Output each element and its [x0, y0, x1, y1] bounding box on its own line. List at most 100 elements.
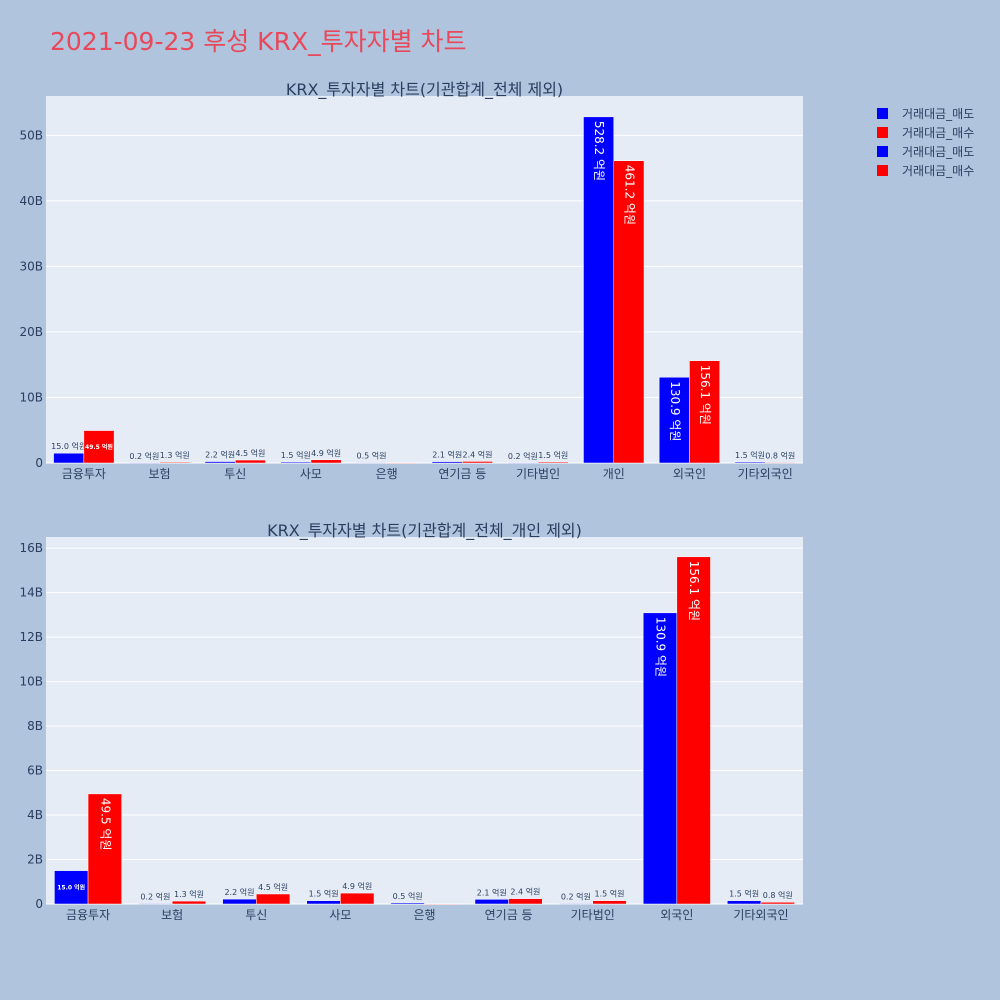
data-label: 0.2 억원 — [508, 451, 538, 461]
bar-sell[interactable] — [280, 461, 312, 464]
data-label: 2.4 억원 — [462, 449, 492, 459]
x-tick-label: 금융투자 — [62, 467, 106, 481]
legend-swatch — [877, 127, 888, 138]
bar-sell[interactable] — [306, 900, 341, 905]
data-label: 1.3 억원 — [160, 450, 190, 460]
bar-buy[interactable] — [537, 461, 569, 464]
bar-buy[interactable] — [340, 892, 375, 905]
bar-buy[interactable] — [83, 430, 115, 464]
bar-buy[interactable] — [462, 461, 493, 464]
bar-buy[interactable] — [508, 898, 543, 905]
data-label: 0.2 억원 — [140, 892, 170, 902]
y-tick-label: 14B — [19, 586, 43, 600]
bar-buy[interactable] — [613, 160, 645, 464]
y-tick-label: 30B — [19, 259, 43, 273]
data-label: 49.5 억원 — [85, 443, 113, 451]
x-tick-label: 은행 — [376, 466, 398, 481]
data-label: 2.2 억원 — [205, 450, 235, 460]
y-tick-label: 50B — [19, 128, 43, 142]
chart-title: KRX_투자자별 차트(기관합계_전체_개인 제외) — [267, 521, 582, 541]
legend-label[interactable]: 거래대금_매수 — [902, 164, 974, 178]
bar-buy[interactable] — [676, 556, 711, 905]
bar-sell[interactable] — [53, 452, 85, 464]
bar-buy[interactable] — [592, 900, 627, 905]
bar-sell[interactable] — [734, 461, 766, 464]
data-label: 0.5 억원 — [357, 451, 387, 461]
x-tick-label: 외국인 — [673, 467, 706, 481]
bar-buy[interactable] — [310, 459, 342, 464]
y-tick-label: 6B — [27, 764, 43, 778]
bar-sell[interactable] — [204, 461, 236, 464]
bar-sell[interactable] — [431, 461, 463, 464]
data-label: 1.5 억원 — [281, 450, 311, 460]
x-tick-label: 기타법인 — [571, 908, 615, 922]
bar-buy[interactable] — [159, 461, 191, 464]
bar-buy[interactable] — [235, 459, 266, 464]
data-label: 156.1 억원 — [687, 561, 701, 621]
data-label: 1.5 억원 — [538, 450, 568, 460]
bar-buy[interactable] — [386, 462, 418, 464]
bar-buy[interactable] — [87, 793, 122, 905]
x-tick-label: 연기금 등 — [485, 908, 533, 922]
bar-sell[interactable] — [558, 903, 593, 905]
x-tick-label: 보험 — [161, 908, 183, 922]
x-tick-label: 사모 — [300, 467, 322, 481]
data-label: 1.5 억원 — [309, 889, 339, 899]
data-label: 528.2 억원 — [592, 121, 606, 181]
bar-buy[interactable] — [171, 900, 207, 905]
bar-buy[interactable] — [424, 903, 459, 905]
data-label: 2.1 억원 — [432, 450, 462, 460]
data-label: 1.5 억원 — [595, 889, 625, 899]
bar-sell[interactable] — [356, 462, 387, 464]
x-tick-label: 사모 — [329, 908, 351, 922]
bar-buy[interactable] — [689, 360, 720, 464]
bar-sell[interactable] — [54, 870, 89, 905]
data-label: 0.8 억원 — [765, 450, 795, 460]
legend-label[interactable]: 거래대금_매도 — [902, 107, 974, 121]
x-tick-label: 은행 — [413, 907, 435, 922]
bar-sell[interactable] — [507, 462, 539, 464]
bar-sell[interactable] — [222, 898, 257, 905]
data-label: 1.5 억원 — [735, 450, 765, 460]
bar-buy[interactable] — [764, 462, 796, 464]
bar-buy[interactable] — [760, 901, 795, 905]
data-label: 130.9 억원 — [668, 381, 682, 441]
data-label: 461.2 억원 — [622, 165, 636, 225]
y-tick-label: 10B — [19, 390, 43, 404]
y-tick-label: 8B — [27, 719, 43, 733]
data-label: 15.0 억원 — [57, 883, 85, 891]
data-label: 0.8 억원 — [763, 890, 793, 900]
data-label: 0.2 억원 — [561, 892, 591, 902]
bar-sell[interactable] — [658, 376, 690, 464]
bar-sell[interactable] — [474, 899, 509, 905]
chart-title: KRX_투자자별 차트(기관합계_전체 제외) — [286, 80, 563, 100]
data-label: 0.5 억원 — [393, 891, 423, 901]
legend-label[interactable]: 거래대금_매수 — [902, 126, 974, 140]
x-tick-label: 기타법인 — [516, 467, 560, 481]
data-label: 2.1 억원 — [477, 887, 507, 897]
bar-sell[interactable] — [390, 902, 425, 905]
data-label: 15.0 억원 — [51, 441, 86, 451]
data-label: 1.3 억원 — [174, 889, 204, 899]
legend-label[interactable]: 거래대금_매도 — [902, 145, 974, 159]
bar-buy[interactable] — [256, 893, 291, 905]
y-tick-label: 16B — [19, 541, 43, 555]
data-label: 2.2 억원 — [224, 887, 254, 897]
bar-sell[interactable] — [727, 900, 762, 905]
x-tick-label: 투신 — [245, 908, 267, 922]
data-label: 4.5 억원 — [235, 448, 265, 458]
bar-sell[interactable] — [642, 612, 678, 905]
chart-top: 0 10B 20B 30B 40B 50B KRX_투자자별 차트(기관합계_전체 제외) 금… — [19, 80, 803, 481]
legend-swatch — [877, 146, 888, 157]
bar-sell[interactable] — [583, 116, 614, 464]
y-tick-label: 0 — [35, 456, 43, 470]
data-label: 0.2 억원 — [129, 451, 159, 461]
bar-sell[interactable] — [138, 903, 173, 905]
y-tick-label: 12B — [19, 630, 43, 644]
data-label: 4.9 억원 — [342, 881, 372, 891]
bar-sell[interactable] — [129, 462, 160, 464]
data-label: 130.9 억원 — [654, 617, 668, 677]
x-tick-label: 개인 — [603, 467, 625, 481]
